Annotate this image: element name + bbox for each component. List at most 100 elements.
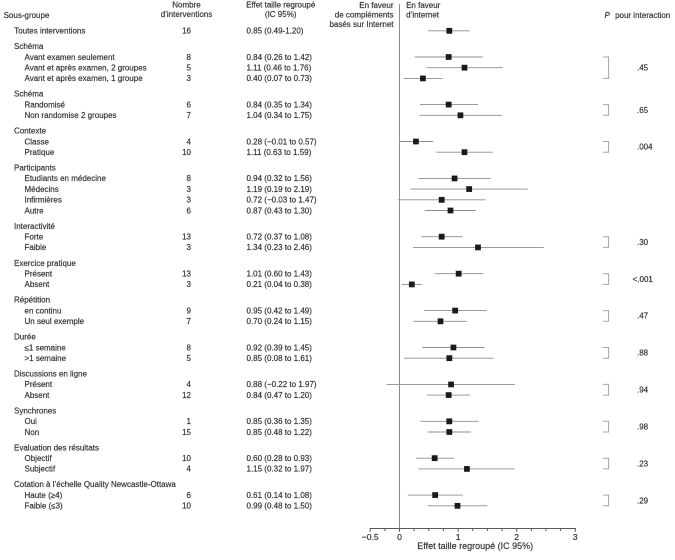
svg-text:7: 7 <box>187 317 192 326</box>
svg-text:Synchrones: Synchrones <box>14 406 56 415</box>
svg-text:4: 4 <box>187 137 192 146</box>
svg-text:0.40 (0.07 to 0.73): 0.40 (0.07 to 0.73) <box>247 74 313 83</box>
svg-text:0.95 (0.42 to 1.49): 0.95 (0.42 to 1.49) <box>247 306 313 315</box>
svg-text:1.04 (0.34 to 1.75): 1.04 (0.34 to 1.75) <box>247 111 313 120</box>
svg-text:basés sur Internet: basés sur Internet <box>329 20 394 29</box>
svg-text:Subjectif: Subjectif <box>25 465 56 474</box>
svg-text:<.001: <.001 <box>633 275 654 284</box>
svg-text:Discussions en ligne: Discussions en ligne <box>14 370 87 379</box>
svg-text:de compléments: de compléments <box>335 11 394 20</box>
svg-text:≤1 semaine: ≤1 semaine <box>25 343 67 352</box>
svg-text:.23: .23 <box>637 459 649 468</box>
svg-text:Exercice pratique: Exercice pratique <box>14 259 76 268</box>
svg-text:1: 1 <box>187 417 192 426</box>
svg-text:Interactivité: Interactivité <box>14 222 55 231</box>
svg-text:Etudiants en médecine: Etudiants en médecine <box>25 174 107 183</box>
svg-text:Faible: Faible <box>25 243 47 252</box>
svg-text:1: 1 <box>456 532 461 542</box>
svg-text:.47: .47 <box>637 312 649 321</box>
svg-text:Avant et après examen, 1 group: Avant et après examen, 1 groupe <box>25 74 144 83</box>
svg-text:13: 13 <box>182 233 191 242</box>
svg-text:.004: .004 <box>637 143 653 152</box>
svg-text:3: 3 <box>573 532 578 542</box>
svg-text:Toutes interventions: Toutes interventions <box>14 27 85 36</box>
svg-text:13: 13 <box>182 270 191 279</box>
svg-text:>1 semaine: >1 semaine <box>25 354 67 363</box>
svg-text:.94: .94 <box>637 386 649 395</box>
svg-text:8: 8 <box>187 174 192 183</box>
svg-text:Effet taille regroupé (IC 95%): Effet taille regroupé (IC 95%) <box>417 541 533 551</box>
svg-text:0.72 (0.37 to 1.08): 0.72 (0.37 to 1.08) <box>247 233 313 242</box>
svg-text:Nombre: Nombre <box>172 0 201 9</box>
svg-text:0.87 (0.43 to 1.30): 0.87 (0.43 to 1.30) <box>247 206 313 215</box>
svg-text:Absent: Absent <box>25 391 51 400</box>
svg-text:Participants: Participants <box>14 164 56 173</box>
svg-text:10: 10 <box>182 148 191 157</box>
svg-text:Oui: Oui <box>25 417 38 426</box>
svg-text:0.88 (−0.22 to 1.97): 0.88 (−0.22 to 1.97) <box>247 380 317 389</box>
svg-text:10: 10 <box>182 502 191 511</box>
svg-text:4: 4 <box>187 380 192 389</box>
svg-text:d’interventions: d’interventions <box>161 10 213 19</box>
svg-text:1.11 (0.46 to 1.76): 1.11 (0.46 to 1.76) <box>247 64 312 73</box>
svg-text:Durée: Durée <box>14 333 36 342</box>
svg-text:8: 8 <box>187 53 192 62</box>
svg-text:Non: Non <box>25 428 40 437</box>
svg-text:En faveur: En faveur <box>406 1 441 10</box>
svg-text:Présent: Présent <box>25 380 53 389</box>
svg-text:Répétition: Répétition <box>14 296 50 305</box>
svg-text:.98: .98 <box>637 422 649 431</box>
svg-text:Evaluation des résultats: Evaluation des résultats <box>14 443 99 452</box>
svg-text:Classe: Classe <box>25 137 50 146</box>
svg-text:Infirmières: Infirmières <box>25 196 62 205</box>
svg-text:.88: .88 <box>637 349 649 358</box>
svg-text:Non randomise 2 groupes: Non randomise 2 groupes <box>25 111 117 120</box>
svg-text:12: 12 <box>182 391 191 400</box>
svg-text:0.84 (0.35 to 1.34): 0.84 (0.35 to 1.34) <box>247 100 313 109</box>
svg-text:1.01 (0.60 to 1.43): 1.01 (0.60 to 1.43) <box>247 270 313 279</box>
svg-text:Autre: Autre <box>25 206 45 215</box>
svg-text:0.94 (0.32 to 1.56): 0.94 (0.32 to 1.56) <box>247 174 313 183</box>
svg-text:.29: .29 <box>637 496 649 505</box>
svg-text:Absent: Absent <box>25 280 51 289</box>
svg-text:10: 10 <box>182 454 191 463</box>
svg-text:Pratique: Pratique <box>25 148 55 157</box>
svg-text:Forte: Forte <box>25 233 44 242</box>
svg-text:0.85 (0.08 to 1.61): 0.85 (0.08 to 1.61) <box>247 354 313 363</box>
svg-text:Un seul exemple: Un seul exemple <box>25 317 85 326</box>
svg-text:8: 8 <box>187 343 192 352</box>
svg-text:2: 2 <box>514 532 519 542</box>
svg-text:0.84 (0.47 to 1.20): 0.84 (0.47 to 1.20) <box>247 391 313 400</box>
svg-text:6: 6 <box>187 100 192 109</box>
svg-text:.65: .65 <box>637 106 649 115</box>
svg-text:1.11 (0.63 to 1.59): 1.11 (0.63 to 1.59) <box>247 148 312 157</box>
svg-text:0.85 (0.49-1.20): 0.85 (0.49-1.20) <box>247 27 304 36</box>
svg-text:6: 6 <box>187 491 192 500</box>
svg-text:Randomisé: Randomisé <box>25 100 66 109</box>
svg-text:Effet taille regroupé: Effet taille regroupé <box>246 0 316 9</box>
svg-text:5: 5 <box>187 354 192 363</box>
svg-text:3: 3 <box>187 243 192 252</box>
svg-text:4: 4 <box>187 465 192 474</box>
svg-text:En faveur: En faveur <box>359 1 394 10</box>
svg-text:Schéma: Schéma <box>14 42 44 51</box>
svg-text:Avant et après examen, 2 group: Avant et après examen, 2 groupes <box>25 64 147 73</box>
svg-text:5: 5 <box>187 64 192 73</box>
svg-text:0.60 (0.28 to 0.93): 0.60 (0.28 to 0.93) <box>247 454 313 463</box>
svg-text:d’internet: d’internet <box>406 11 440 20</box>
svg-text:0.70 (0.24 to 1.15): 0.70 (0.24 to 1.15) <box>247 317 313 326</box>
svg-text:Faible (≤3): Faible (≤3) <box>25 502 64 511</box>
svg-text:1.19 (0.19 to 2.19): 1.19 (0.19 to 2.19) <box>247 185 313 194</box>
svg-text:0.85 (0.48 to 1.22): 0.85 (0.48 to 1.22) <box>247 428 313 437</box>
svg-text:Avant examen seulement: Avant examen seulement <box>25 53 116 62</box>
svg-text:7: 7 <box>187 111 192 120</box>
svg-text:9: 9 <box>187 306 192 315</box>
svg-text:0.21 (0.04 to 0.38): 0.21 (0.04 to 0.38) <box>247 280 313 289</box>
svg-text:en continu: en continu <box>25 306 62 315</box>
svg-text:Haute (≥4): Haute (≥4) <box>25 491 63 500</box>
svg-text:Cotation à l’échelle Quality N: Cotation à l’échelle Quality Newcastle-O… <box>14 480 176 489</box>
svg-text:P pour interaction: P pour interaction <box>605 11 671 20</box>
svg-text:Contexte: Contexte <box>14 127 47 136</box>
svg-text:−0.5: −0.5 <box>362 532 379 542</box>
svg-text:Médecins: Médecins <box>25 185 59 194</box>
